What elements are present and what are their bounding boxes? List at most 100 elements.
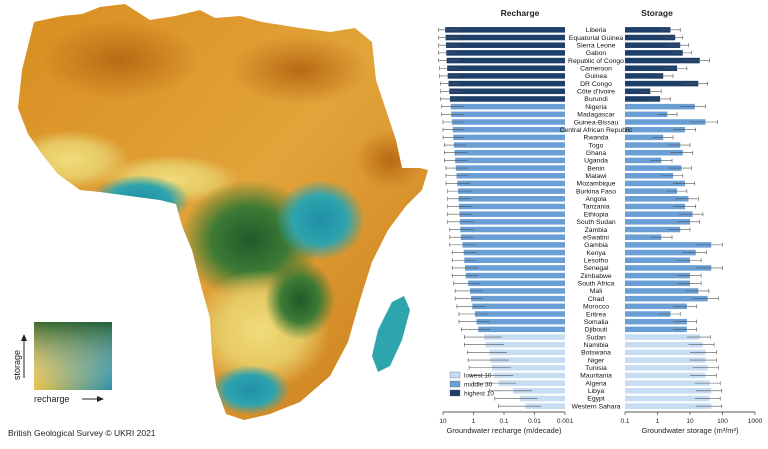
- recharge-bar: [498, 380, 565, 386]
- recharge-bar: [464, 257, 565, 264]
- recharge-bar: [445, 42, 565, 48]
- storage-bar: [625, 380, 710, 386]
- recharge-bar: [447, 73, 565, 79]
- country-label: Egypt: [587, 396, 604, 403]
- storage-tick-label: 0.1: [620, 418, 629, 425]
- recharge-bar: [445, 34, 565, 41]
- country-label: Zimbabwe: [580, 273, 612, 280]
- recharge-bar: [459, 211, 565, 217]
- madagascar-shape: [372, 296, 410, 372]
- country-label: Burundi: [584, 96, 608, 103]
- recharge-bar: [451, 119, 565, 125]
- country-label: Ghana: [586, 150, 607, 157]
- country-label: Uganda: [584, 158, 608, 165]
- recharge-bar: [449, 88, 565, 95]
- recharge-bar: [459, 219, 565, 225]
- storage-bar: [625, 226, 681, 233]
- country-label: Sierra Leone: [577, 42, 616, 49]
- country-label: DR Congo: [580, 81, 612, 88]
- storage-bar: [625, 65, 678, 72]
- storage-bar: [625, 57, 700, 64]
- country-label: Kenya: [586, 250, 605, 257]
- storage-tick-label: 1000: [748, 418, 763, 425]
- recharge-tick-label: 0.001: [557, 418, 574, 425]
- country-label: Guinea: [585, 73, 607, 80]
- country-label: Algeria: [585, 380, 606, 387]
- country-label: Nigeria: [585, 104, 607, 111]
- country-label: Central African Republic: [560, 127, 634, 134]
- storage-bar: [625, 372, 706, 379]
- storage-x-label: Groundwater storage (m³/m²): [641, 426, 739, 435]
- recharge-bar: [453, 142, 565, 148]
- recharge-bar: [464, 265, 565, 271]
- recharge-bar: [519, 395, 565, 402]
- recharge-bar: [491, 364, 565, 371]
- storage-bar: [625, 257, 690, 264]
- storage-bar: [625, 311, 671, 317]
- storage-bar: [625, 249, 696, 256]
- recharge-bar: [452, 126, 565, 133]
- country-label: Zambia: [585, 227, 608, 234]
- country-label: Western Sahara: [572, 403, 621, 410]
- storage-bar: [625, 42, 681, 48]
- recharge-bar: [447, 65, 565, 72]
- storage-bar: [625, 188, 678, 194]
- storage-bar: [625, 280, 690, 287]
- storage-bar: [625, 272, 690, 279]
- country-label: Malawi: [585, 173, 607, 180]
- africa-groundwater-map: storage recharge: [12, 4, 428, 420]
- country-label: Mozambique: [577, 181, 616, 188]
- country-label: Chad: [588, 296, 604, 303]
- recharge-bar: [457, 180, 565, 187]
- country-label: Liberia: [586, 27, 607, 34]
- storage-bar: [625, 242, 712, 248]
- country-label: Madagascar: [577, 112, 615, 119]
- recharge-bar: [446, 57, 565, 64]
- recharge-tick-label: 0.01: [528, 418, 541, 425]
- country-label: Morocco: [583, 304, 609, 311]
- storage-title: Storage: [641, 8, 673, 18]
- recharge-bar: [478, 326, 565, 333]
- storage-bar: [625, 196, 689, 202]
- storage-bar: [625, 265, 712, 271]
- country-label: Tanzania: [582, 204, 609, 211]
- country-label: Gabon: [586, 50, 607, 57]
- country-label: South Sudan: [576, 219, 616, 226]
- recharge-bar: [463, 249, 565, 256]
- storage-bar: [625, 80, 699, 87]
- country-label: Namibia: [584, 342, 609, 349]
- recharge-bar: [471, 295, 565, 302]
- storage-bar: [625, 318, 687, 325]
- recharge-bar: [458, 203, 565, 210]
- legend-label-highest10: highest 10: [464, 391, 494, 398]
- storage-bar: [625, 96, 661, 102]
- map-legend-recharge: recharge: [34, 394, 70, 404]
- recharge-tick-label: 1: [472, 418, 476, 425]
- legend-swatch-highest10: [449, 389, 461, 397]
- country-label: Côte d'Ivoire: [577, 89, 615, 96]
- recharge-bar: [474, 311, 565, 317]
- storage-bar: [625, 157, 662, 164]
- recharge-bar: [451, 111, 565, 118]
- recharge-bar: [449, 96, 565, 102]
- recharge-bar: [472, 303, 565, 310]
- country-label: Angola: [585, 196, 606, 203]
- recharge-bar: [458, 188, 565, 194]
- country-label: Botswana: [581, 350, 611, 357]
- storage-tick-label: 100: [717, 418, 728, 425]
- storage-bar: [625, 349, 706, 356]
- storage-bar: [625, 126, 685, 133]
- recharge-bar: [458, 196, 565, 202]
- recharge-bar: [489, 349, 565, 356]
- recharge-bar: [476, 318, 565, 325]
- country-label: Djibouti: [585, 327, 608, 334]
- storage-chart: Storage 0.1 1 10 100 1000 Groundwater storage …: [620, 8, 762, 435]
- storage-bar: [625, 388, 712, 394]
- recharge-bar: [525, 403, 565, 409]
- legend-swatch-lowest10: [449, 371, 461, 379]
- storage-bar: [625, 180, 685, 187]
- storage-tick-label: 10: [686, 418, 694, 425]
- recharge-bar: [446, 50, 565, 56]
- country-label: Burkina Faso: [576, 188, 616, 195]
